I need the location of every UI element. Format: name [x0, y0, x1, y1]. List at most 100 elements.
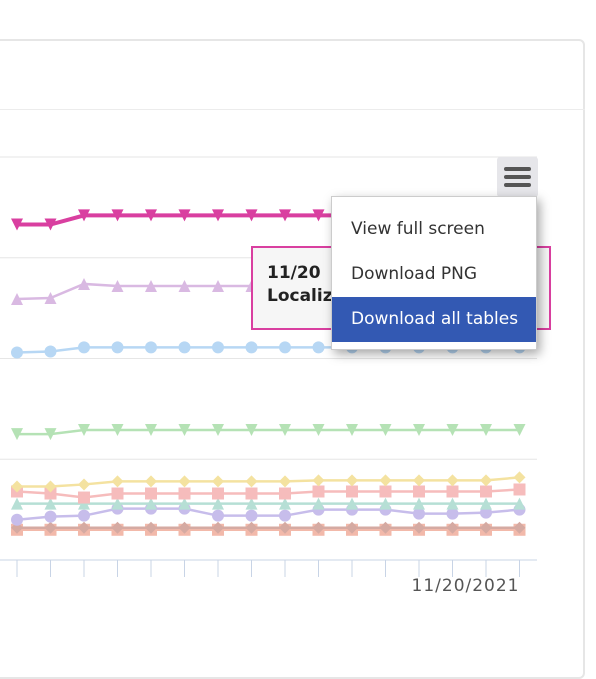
menu-button[interactable]	[497, 157, 538, 197]
header-divider	[0, 109, 585, 110]
series-line	[16, 488, 520, 499]
marker	[346, 424, 358, 437]
marker	[312, 521, 325, 534]
marker	[44, 521, 57, 534]
marker	[279, 475, 291, 488]
marker	[178, 424, 191, 437]
marker	[178, 209, 191, 222]
marker	[178, 341, 191, 354]
marker	[111, 341, 124, 354]
context-menu: View full screen Download PNG Download a…	[331, 196, 537, 350]
marker	[11, 428, 23, 441]
marker	[312, 209, 325, 222]
menu-item[interactable]: Download PNG	[351, 264, 478, 284]
marker	[312, 497, 325, 510]
marker	[111, 424, 124, 437]
marker	[413, 485, 425, 498]
series-line	[17, 476, 520, 488]
marker	[111, 279, 124, 292]
marker	[312, 485, 325, 498]
marker	[446, 485, 459, 498]
marker	[245, 509, 258, 522]
marker	[212, 279, 224, 292]
marker	[145, 521, 157, 534]
marker	[480, 474, 492, 487]
marker	[212, 521, 224, 534]
marker	[78, 491, 90, 504]
marker	[178, 279, 191, 292]
menu-item[interactable]: Download all tables	[332, 297, 536, 342]
marker	[245, 475, 258, 488]
marker	[245, 424, 258, 437]
marker	[346, 485, 358, 498]
marker	[178, 487, 191, 500]
marker	[513, 424, 526, 437]
marker	[178, 521, 191, 534]
marker	[446, 497, 459, 510]
marker	[78, 521, 90, 534]
marker	[312, 474, 325, 487]
marker	[413, 424, 425, 437]
marker	[212, 487, 224, 500]
marker	[111, 497, 124, 510]
marker	[111, 521, 124, 534]
marker	[11, 218, 23, 231]
marker	[513, 521, 526, 534]
marker	[111, 475, 124, 488]
marker	[78, 497, 90, 510]
marker	[212, 497, 224, 510]
marker	[513, 471, 526, 484]
marker	[279, 341, 291, 354]
marker	[312, 424, 325, 437]
marker	[11, 480, 23, 493]
page: 11/20/2021 11/20 Localiz View full scree…	[0, 39, 585, 679]
marker	[513, 483, 526, 496]
marker	[279, 497, 291, 510]
marker	[379, 424, 392, 437]
marker	[379, 497, 392, 510]
marker	[212, 509, 224, 522]
marker	[78, 478, 90, 491]
marker	[78, 341, 90, 354]
marker	[78, 424, 90, 437]
marker	[312, 341, 325, 354]
menu-item[interactable]: View full screen	[351, 219, 485, 239]
marker	[413, 507, 425, 520]
marker	[11, 497, 23, 510]
marker	[145, 209, 157, 222]
marker	[44, 510, 57, 523]
marker	[145, 424, 157, 437]
marker	[11, 513, 23, 526]
marker	[379, 474, 392, 487]
tooltip-line: Localiz	[267, 286, 333, 306]
marker	[346, 497, 358, 510]
marker	[44, 487, 57, 500]
marker	[44, 292, 57, 305]
marker	[513, 497, 526, 510]
marker	[11, 293, 23, 306]
marker	[379, 521, 392, 534]
marker	[78, 509, 90, 522]
marker	[212, 341, 224, 354]
marker	[480, 424, 492, 437]
marker	[413, 497, 425, 510]
marker	[44, 218, 57, 231]
marker	[111, 487, 124, 500]
marker	[446, 424, 459, 437]
marker	[145, 279, 157, 292]
marker	[446, 474, 459, 487]
marker	[78, 209, 90, 222]
marker	[11, 346, 23, 359]
series-line	[16, 507, 520, 521]
marker	[279, 509, 291, 522]
marker	[279, 487, 291, 500]
marker	[145, 341, 157, 354]
marker	[379, 485, 392, 498]
marker	[44, 497, 57, 510]
marker	[446, 507, 459, 520]
marker	[212, 209, 224, 222]
marker	[279, 521, 291, 534]
marker	[145, 487, 157, 500]
marker	[346, 521, 358, 534]
marker	[145, 475, 157, 488]
